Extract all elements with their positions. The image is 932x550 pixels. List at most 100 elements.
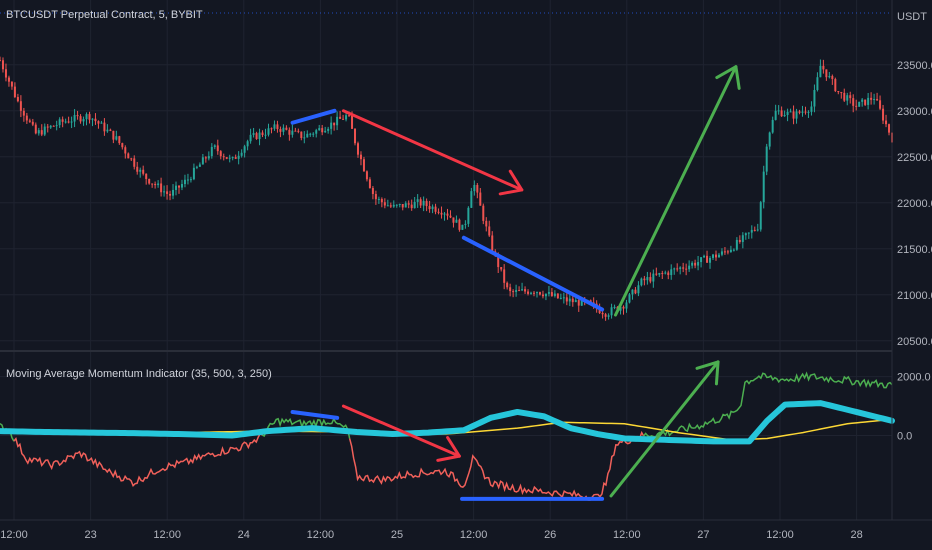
candle-body (136, 166, 139, 172)
candle-body (515, 290, 518, 292)
candle-body (180, 184, 183, 188)
time-tick-label: 24 (238, 529, 250, 541)
candle-body (115, 136, 118, 140)
candle-body (192, 167, 195, 180)
candle-body (580, 298, 583, 306)
candle-body (756, 229, 759, 231)
candle-body (160, 183, 163, 193)
candle-body (565, 297, 568, 302)
candle-body (556, 293, 559, 299)
candle-body (183, 179, 186, 185)
candle-body (470, 191, 473, 208)
candle-body (431, 206, 434, 210)
candle-body (64, 121, 67, 123)
candle-body (464, 223, 467, 225)
candle-body (876, 99, 879, 101)
indicator-tick-label: 0.0 (897, 431, 912, 443)
candle-body (798, 111, 801, 113)
candle-body (354, 128, 357, 144)
time-tick-label: 27 (697, 529, 709, 541)
candle-body (861, 99, 864, 102)
candle-body (368, 179, 371, 189)
candle-body (709, 257, 712, 263)
candle-body (219, 151, 222, 157)
trend-line[interactable] (290, 409, 340, 420)
candle-body (840, 92, 843, 94)
indicator-axis[interactable]: 0.0 2000.0 (897, 372, 931, 443)
candle-body (342, 118, 345, 120)
candle-body (685, 268, 688, 270)
indicator-drawings[interactable] (290, 360, 720, 501)
candle-body (243, 146, 246, 153)
red-arrow-shaft[interactable] (341, 109, 524, 192)
candle-body (440, 212, 443, 215)
indicator-pane[interactable] (0, 360, 895, 501)
green-arrow-head[interactable] (715, 65, 741, 90)
candle-body (294, 130, 297, 132)
candle-body (855, 105, 858, 107)
candle-body (210, 146, 213, 157)
candle-body (28, 120, 31, 122)
candle-body (643, 278, 646, 281)
candle-body (577, 300, 580, 306)
candle-body (882, 108, 885, 121)
indicator-title[interactable]: Moving Average Momentum Indicator (35, 5… (6, 368, 272, 380)
candle-body (607, 315, 610, 317)
candle-body (285, 127, 288, 130)
candle-body (753, 229, 756, 231)
candle-body (142, 169, 145, 174)
candle-body (291, 130, 294, 135)
candle-body (610, 307, 613, 316)
candle-body (512, 291, 515, 293)
candle-body (40, 130, 43, 135)
candle-body (652, 273, 655, 282)
candle-body (76, 115, 79, 117)
candle-body (4, 69, 7, 78)
price-axis[interactable]: 20500.0 21000.0 21500.0 22000.0 22500.0 23000… (897, 60, 932, 348)
candle-body (288, 129, 291, 135)
green-arrow-head[interactable] (695, 360, 720, 386)
candle-body (670, 269, 673, 276)
candle-body (852, 98, 855, 106)
candle-body (348, 115, 351, 117)
candle-body (410, 204, 413, 209)
candle-body (661, 273, 664, 275)
candle-body (765, 146, 768, 172)
candle-body (697, 262, 700, 266)
candle-body (449, 215, 452, 218)
candle-body (870, 97, 873, 100)
candle-body (383, 202, 386, 206)
candle-body (255, 133, 258, 140)
time-axis[interactable]: 12:00 23 12:00 24 12:00 25 12:00 26 12:00 27 12:00… (0, 529, 862, 541)
candle-body (738, 239, 741, 242)
candle-body (467, 207, 470, 224)
candle-body (837, 91, 840, 93)
candle-body (562, 297, 565, 299)
trend-line[interactable] (290, 108, 337, 125)
price-tick-label: 23500.0 (897, 60, 932, 72)
red-arrow-head[interactable] (436, 436, 461, 462)
price-drawings[interactable] (290, 65, 741, 317)
candle-body (792, 111, 795, 119)
trend-line[interactable] (461, 235, 605, 312)
candle-body (706, 255, 709, 263)
candle-body (437, 211, 440, 213)
red-arrow-head[interactable] (498, 169, 524, 196)
candle-body (365, 171, 368, 180)
candle-body (571, 298, 574, 303)
candle-body (482, 205, 485, 221)
candle-body (568, 298, 571, 302)
candle-body (813, 89, 816, 107)
candle-body (124, 147, 127, 154)
candle-body (503, 269, 506, 283)
green-arrow-shaft[interactable] (609, 360, 720, 498)
price-pane[interactable] (0, 56, 893, 321)
candle-body (273, 124, 276, 129)
red-arrow-shaft[interactable] (341, 404, 461, 458)
candle-body (103, 122, 106, 132)
candle-body (362, 159, 365, 172)
green-arrow-shaft[interactable] (613, 65, 738, 317)
candle-body (434, 206, 437, 212)
symbol-title[interactable]: BTCUSDT Perpetual Contract, 5, BYBIT (6, 9, 203, 21)
